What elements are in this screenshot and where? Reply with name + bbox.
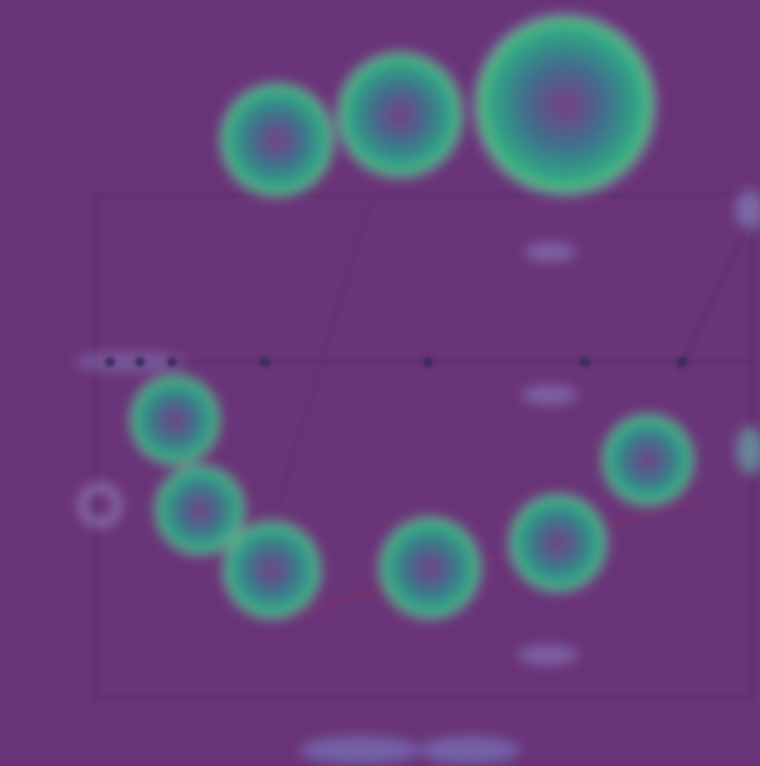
label-glow xyxy=(300,736,420,764)
label-glow xyxy=(522,385,578,405)
blob xyxy=(473,13,657,197)
marker xyxy=(167,357,177,367)
label-glow xyxy=(736,190,760,230)
label-glow xyxy=(420,736,520,764)
curve xyxy=(269,499,701,621)
blob xyxy=(154,464,246,556)
blob xyxy=(508,493,608,593)
marker xyxy=(677,357,687,367)
marker xyxy=(135,357,145,367)
label-glow xyxy=(518,645,578,665)
label-glow xyxy=(736,426,760,474)
blob xyxy=(601,413,695,507)
marker xyxy=(260,357,270,367)
blob xyxy=(378,516,482,620)
marker xyxy=(423,357,433,367)
blob xyxy=(219,82,335,198)
ring xyxy=(79,484,121,526)
blobs xyxy=(75,13,760,764)
label-glow xyxy=(524,242,576,262)
marker xyxy=(580,357,590,367)
label-glow xyxy=(75,352,185,372)
dashed-line xyxy=(679,219,751,371)
markers xyxy=(105,357,687,367)
blob xyxy=(336,51,464,179)
blob xyxy=(222,520,322,620)
marker xyxy=(105,357,115,367)
blob xyxy=(129,374,221,466)
